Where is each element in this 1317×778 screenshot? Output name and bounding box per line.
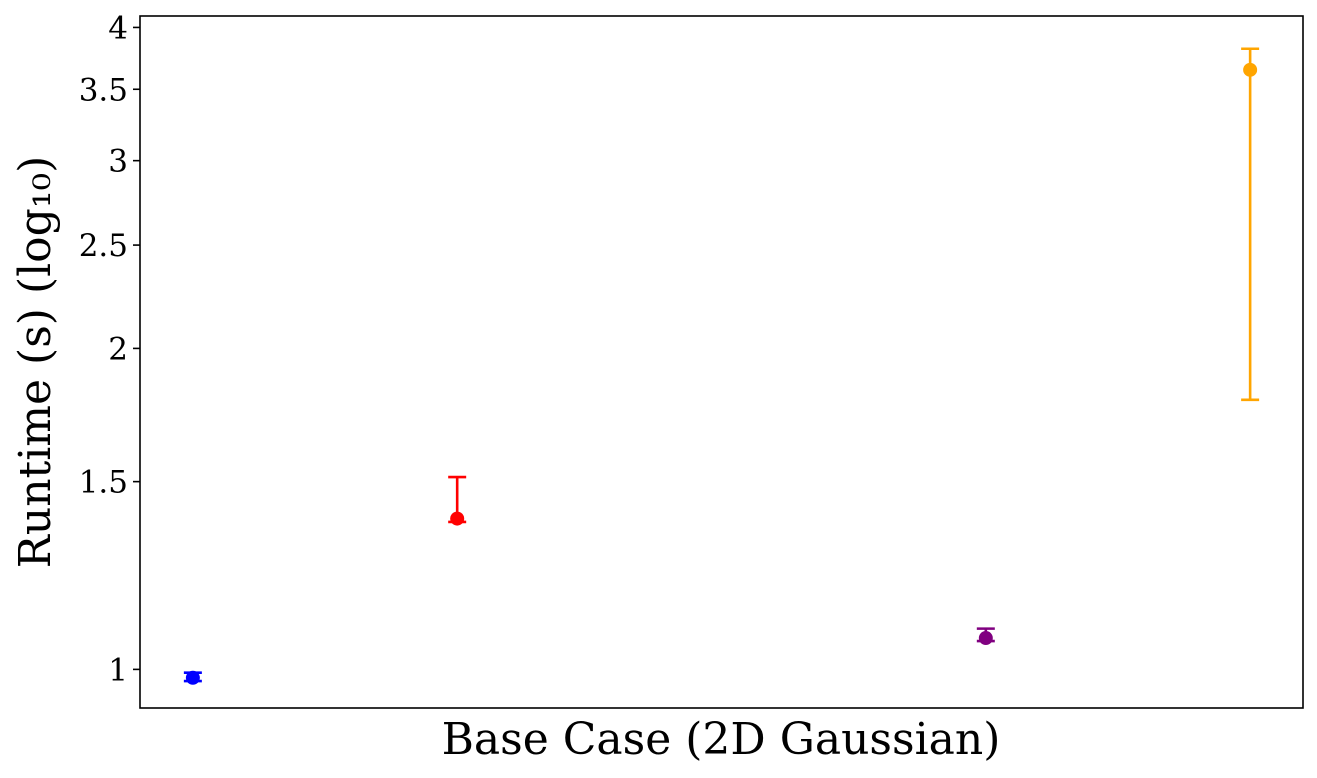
data-point (450, 511, 465, 526)
data-point (185, 670, 200, 685)
plot-frame (139, 15, 1304, 709)
y-ticks: 1 1.5 2 2.5 3 3.5 4 (79, 10, 140, 688)
y-tick-label: 4 (108, 10, 128, 46)
y-tick-label: 2 (108, 331, 128, 367)
data-point (978, 631, 993, 646)
y-axis-label: Runtime (s) (log₁₀) (10, 156, 61, 569)
y-tick-label: 3.5 (79, 72, 128, 108)
y-tick-label: 2.5 (79, 228, 128, 264)
y-tick-label: 1 (108, 652, 128, 688)
x-axis-label: Base Case (2D Gaussian) (442, 714, 1001, 765)
data-points (183, 47, 1260, 685)
y-tick-label: 3 (108, 144, 128, 180)
data-point (1243, 62, 1258, 77)
y-tick-label: 1.5 (79, 465, 128, 501)
